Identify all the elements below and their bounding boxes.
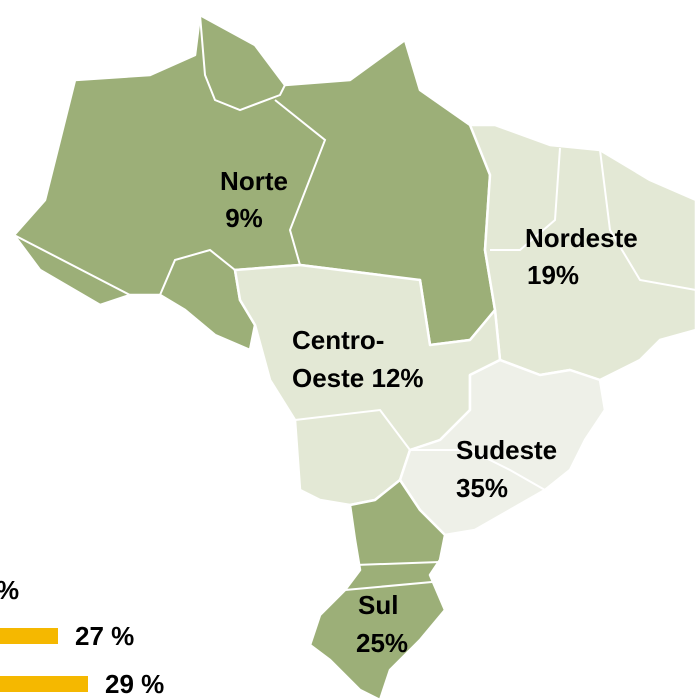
- bar: [0, 628, 58, 644]
- region-name: Centro-: [292, 325, 384, 355]
- brazil-map: [12, 13, 696, 700]
- region-share: 9%: [225, 203, 263, 233]
- state-borders: [13, 234, 131, 296]
- state-borders: [199, 14, 286, 112]
- region-name: Nordeste: [525, 223, 638, 253]
- region-share: 35%: [456, 473, 508, 503]
- state-borders: [410, 449, 546, 491]
- state-borders: [344, 581, 433, 591]
- state-borders: [599, 149, 696, 291]
- region-share: 25%: [356, 628, 408, 658]
- region-sudeste: [398, 358, 607, 537]
- bar-value-label: 29 %: [105, 669, 164, 699]
- region-nordeste: [468, 123, 696, 382]
- region-name: Norte: [220, 166, 288, 196]
- region-share: Oeste 12%: [292, 363, 424, 393]
- state-borders: [159, 248, 236, 296]
- region-share: 19%: [527, 260, 579, 290]
- bar-label-fragment: %: [0, 575, 19, 605]
- state-borders: [354, 561, 441, 566]
- state-borders: [490, 147, 561, 251]
- state-borders: [274, 99, 327, 266]
- bar-value-label: 27 %: [75, 621, 134, 651]
- state-borders: [294, 408, 411, 451]
- bar: [0, 676, 88, 692]
- region-labels: Norte 9% Nordeste 19% Centro- Oeste 12% …: [220, 166, 638, 658]
- region-name: Sudeste: [456, 435, 557, 465]
- bar-fragment: % 27 % 29 %: [0, 575, 164, 699]
- region-name: Sul: [358, 590, 398, 620]
